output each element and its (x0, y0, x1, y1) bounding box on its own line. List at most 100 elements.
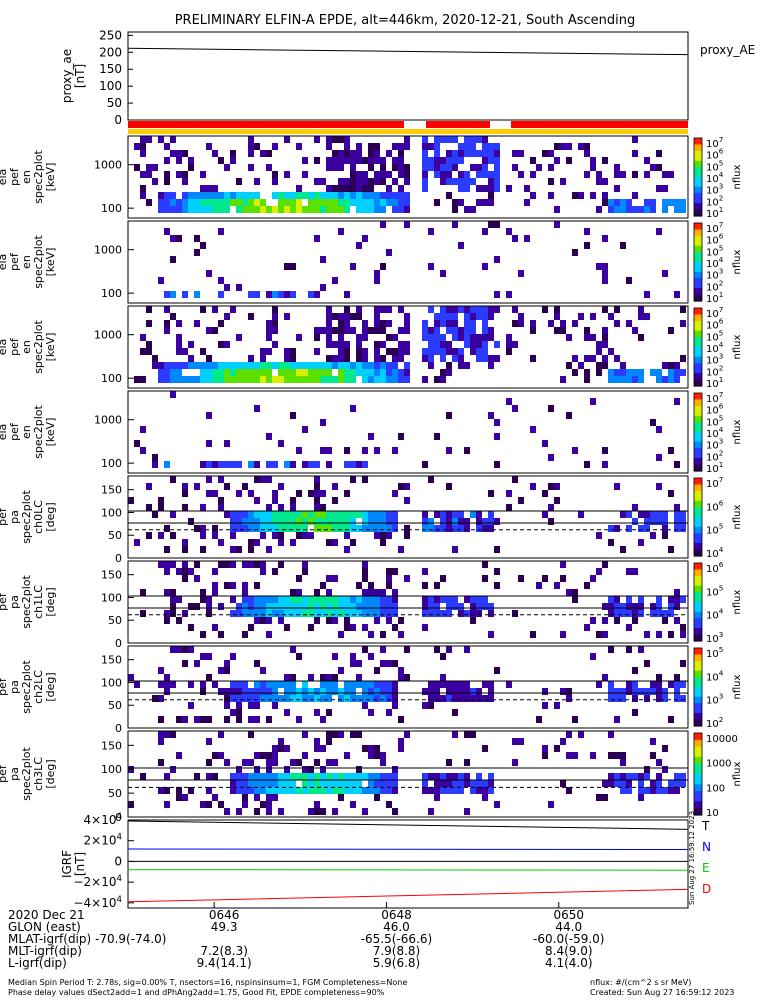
heatmap-cell (272, 461, 278, 468)
heatmap-cell (206, 199, 212, 206)
heatmap-cell (536, 164, 542, 171)
heatmap-cell (350, 787, 356, 794)
heatmap-cell (674, 518, 680, 525)
heatmap-cell (656, 674, 662, 681)
heatmap-cell (458, 178, 464, 185)
heatmap-cell (476, 518, 482, 525)
heatmap-cell (344, 773, 350, 780)
heatmap-cell (392, 688, 398, 695)
y-label-line: IGRF (60, 850, 74, 878)
y-axis-label: proxy_ae [nT] (60, 49, 87, 103)
heatmap-cell (638, 306, 644, 313)
heatmap-cell (320, 192, 326, 199)
plot-frame (127, 31, 689, 121)
heatmap-cell (158, 136, 164, 143)
heatmap-cell (524, 199, 530, 206)
heatmap-cell (278, 483, 284, 490)
heatmap-cell (482, 320, 488, 327)
series-line-D (127, 888, 689, 903)
heatmap-cell (338, 341, 344, 348)
heatmap-cell (164, 773, 170, 780)
colorbar-swatch (694, 784, 702, 789)
y-label-line: ch2LC (32, 670, 45, 704)
heatmap-cell (596, 178, 602, 185)
heatmap-cell (434, 164, 440, 171)
colorbar-label: nflux (732, 164, 743, 189)
heatmap-cell (386, 199, 392, 206)
heatmap-cell (482, 164, 488, 171)
heatmap-cell (332, 808, 338, 815)
heatmap-cell (386, 376, 392, 383)
heatmap-cell (434, 341, 440, 348)
heatmap-cell (458, 518, 464, 525)
heatmap-cell (284, 610, 290, 617)
heatmap-cell (236, 709, 242, 716)
heatmap-cell (620, 206, 626, 213)
heatmap-cell (422, 150, 428, 157)
heatmap-cell (176, 348, 182, 355)
heatmap-cell (440, 348, 446, 355)
heatmap-cell (266, 801, 272, 808)
heatmap-cell (590, 313, 596, 320)
y-label-line: en (20, 425, 33, 439)
heatmap-cell (446, 341, 452, 348)
heatmap-cell (356, 306, 362, 313)
heatmap-cell (392, 808, 398, 815)
heatmap-cell (374, 780, 380, 787)
heatmap-cell (434, 320, 440, 327)
heatmap-cell (368, 773, 374, 780)
heatmap-cell (380, 525, 386, 532)
heatmap-cell (290, 688, 296, 695)
heatmap-cell (476, 603, 482, 610)
colorbar-swatch (694, 598, 702, 603)
heatmap-cell (590, 355, 596, 362)
heatmap-cell (260, 355, 266, 362)
heatmap-cell (650, 369, 656, 376)
heatmap-cell (458, 603, 464, 610)
colorbar-tick-label: 101 (706, 205, 723, 220)
heatmap-cell (188, 568, 194, 575)
heatmap-cell (344, 780, 350, 787)
heatmap-cell (656, 185, 662, 192)
heatmap-cell (560, 631, 566, 638)
heatmap-cell (368, 681, 374, 688)
heatmap-cell (290, 610, 296, 617)
heatmap-cell (368, 596, 374, 603)
heatmap-cell (632, 688, 638, 695)
colorbar-tick-label: 103 (706, 267, 723, 282)
heatmap-cell (446, 787, 452, 794)
heatmap-cell (572, 320, 578, 327)
heatmap-cell (464, 518, 470, 525)
heatmap-cell (392, 568, 398, 575)
heatmap-cell (170, 235, 176, 242)
heatmap-cell (248, 143, 254, 150)
heatmap-cell (626, 568, 632, 575)
colorbar-swatch (694, 494, 702, 499)
heatmap-cell (374, 773, 380, 780)
heatmap-cell (644, 313, 650, 320)
heatmap-cell (452, 525, 458, 532)
heatmap-cell (674, 369, 680, 376)
heatmap-cell (620, 787, 626, 794)
heatmap-cell (488, 518, 494, 525)
heatmap-cell (674, 695, 680, 702)
heatmap-cell (140, 143, 146, 150)
heatmap-cell (470, 306, 476, 313)
heatmap-cell (296, 334, 302, 341)
heatmap-cell (158, 504, 164, 511)
heatmap-cell (482, 334, 488, 341)
heatmap-cell (446, 362, 452, 369)
heatmap-cell (386, 709, 392, 716)
heatmap-cell (206, 716, 212, 723)
heatmap-cell (494, 178, 500, 185)
heatmap-cell (602, 334, 608, 341)
heatmap-cell (230, 773, 236, 780)
heatmap-cell (566, 412, 572, 419)
heatmap-cell (224, 483, 230, 490)
colorbar-swatch (694, 157, 702, 162)
heatmap-cell (344, 136, 350, 143)
heatmap-cell (350, 603, 356, 610)
heatmap-cell (338, 206, 344, 213)
heatmap-cell (506, 348, 512, 355)
heatmap-cell (200, 681, 206, 688)
